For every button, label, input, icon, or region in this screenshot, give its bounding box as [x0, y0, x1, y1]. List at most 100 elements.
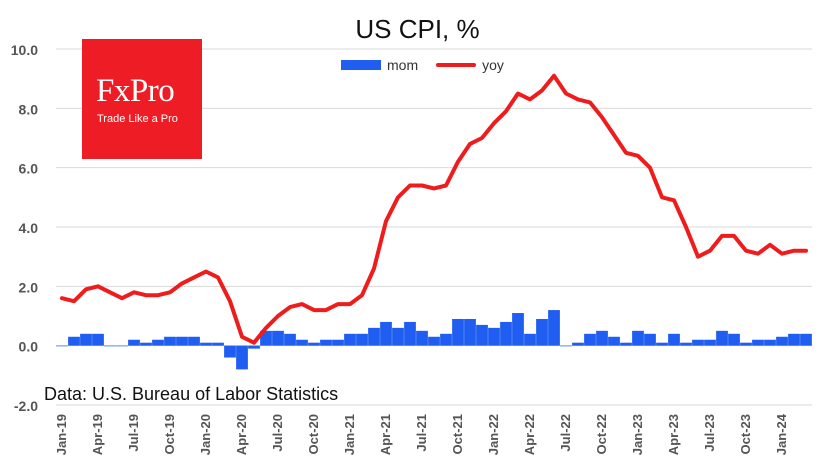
mom-bar [176, 336, 188, 346]
y-tick-label: 4.0 [19, 220, 39, 236]
mom-bar [716, 330, 728, 346]
source-note: Data: U.S. Bureau of Labor Statistics [44, 384, 339, 404]
mom-bar [152, 339, 164, 346]
x-tick-label: Apr-23 [666, 414, 681, 455]
y-tick-label: -2.0 [14, 398, 38, 414]
y-tick-label: 2.0 [19, 279, 39, 295]
mom-bar [320, 339, 332, 346]
mom-bar [584, 333, 596, 346]
mom-bars [56, 310, 812, 370]
x-tick-label: Jan-19 [54, 414, 69, 455]
mom-bar [92, 333, 104, 346]
mom-bar [740, 342, 752, 346]
mom-bar [572, 342, 584, 346]
mom-bar [440, 333, 452, 346]
mom-bar [752, 339, 764, 346]
x-axis-labels: Jan-19 Apr-19 Jul-19 Oct-19 Jan-20 Apr-20 Jul-… [54, 413, 789, 455]
mom-bar [776, 336, 788, 346]
mom-bar [392, 327, 404, 346]
x-tick-label: Oct-20 [306, 414, 321, 454]
mom-bar [128, 339, 140, 346]
yoy-line-group [60, 73, 808, 345]
mom-bar [104, 345, 116, 347]
x-tick-label: Jul-20 [270, 414, 285, 452]
mom-bar [620, 342, 632, 346]
y-tick-label: 6.0 [19, 161, 39, 177]
mom-bar [524, 333, 536, 346]
mom-bar [272, 330, 284, 346]
mom-bar [452, 318, 464, 346]
mom-bar [224, 345, 236, 358]
y-axis-labels: -2.0 0.0 2.0 4.0 6.0 8.0 10.0 [11, 42, 38, 414]
mom-bar [800, 333, 812, 346]
mom-bar [284, 333, 296, 346]
mom-bar [692, 339, 704, 346]
mom-bar [248, 345, 260, 349]
mom-bar [536, 318, 548, 346]
mom-bar [140, 342, 152, 346]
mom-bar [188, 336, 200, 346]
legend: mom yoy [341, 57, 522, 73]
mom-bar [560, 345, 572, 347]
mom-bar [56, 345, 68, 347]
mom-bar [764, 339, 776, 346]
legend-swatch-yoy [436, 63, 477, 67]
mom-bar [728, 333, 740, 346]
x-tick-label: Jul-19 [126, 414, 141, 452]
legend-swatch-mom [341, 60, 381, 70]
legend-item-yoy: yoy [436, 57, 504, 73]
x-tick-label: Jan-22 [486, 414, 501, 455]
mom-bar [488, 327, 500, 346]
x-tick-label: Jan-20 [198, 414, 213, 455]
yoy-line [60, 73, 808, 345]
brand-logo: FxPro Trade Like a Pro [82, 39, 202, 159]
x-tick-label: Oct-23 [738, 414, 753, 454]
mom-bar [356, 333, 368, 346]
mom-bar [644, 333, 656, 346]
mom-bar [404, 321, 416, 346]
mom-bar [428, 336, 440, 346]
logo-tagline: Trade Like a Pro [97, 113, 178, 125]
mom-bar [416, 330, 428, 346]
mom-bar [476, 324, 488, 346]
mom-bar [548, 310, 560, 346]
mom-bar [68, 336, 80, 346]
mom-bar [344, 333, 356, 346]
x-tick-label: Jan-21 [342, 414, 357, 455]
mom-bar [80, 333, 92, 346]
x-tick-label: Apr-22 [522, 414, 537, 455]
mom-bar [704, 339, 716, 346]
y-tick-label: 10.0 [11, 42, 38, 58]
mom-bar [212, 342, 224, 346]
mom-bar [596, 330, 608, 346]
x-tick-label: Apr-19 [90, 414, 105, 455]
y-tick-label: 8.0 [19, 101, 39, 117]
mom-bar [164, 336, 176, 346]
mom-bar [308, 342, 320, 346]
mom-bar [296, 339, 308, 346]
mom-bar [512, 313, 524, 346]
mom-bar [632, 330, 644, 346]
mom-bar [464, 318, 476, 346]
x-tick-label: Apr-21 [378, 414, 393, 455]
legend-item-mom: mom [341, 57, 418, 73]
mom-bar [260, 330, 272, 346]
mom-bar [332, 339, 344, 346]
mom-bar [680, 342, 692, 346]
x-tick-label: Oct-19 [162, 414, 177, 454]
x-tick-label: Jul-23 [702, 414, 717, 452]
legend-label-yoy: yoy [482, 57, 504, 73]
x-tick-label: Jul-21 [414, 414, 429, 452]
x-tick-label: Apr-20 [234, 414, 249, 455]
chart-title: US CPI, % [355, 14, 480, 44]
mom-bar [656, 342, 668, 346]
x-tick-label: Oct-22 [594, 414, 609, 454]
x-tick-label: Jan-23 [630, 414, 645, 455]
x-tick-label: Jul-22 [558, 414, 573, 452]
mom-bar [608, 336, 620, 346]
mom-bar [380, 321, 392, 346]
x-tick-label: Oct-21 [450, 414, 465, 454]
legend-label-mom: mom [387, 57, 419, 73]
mom-bar [200, 342, 212, 346]
mom-bar [500, 321, 512, 346]
